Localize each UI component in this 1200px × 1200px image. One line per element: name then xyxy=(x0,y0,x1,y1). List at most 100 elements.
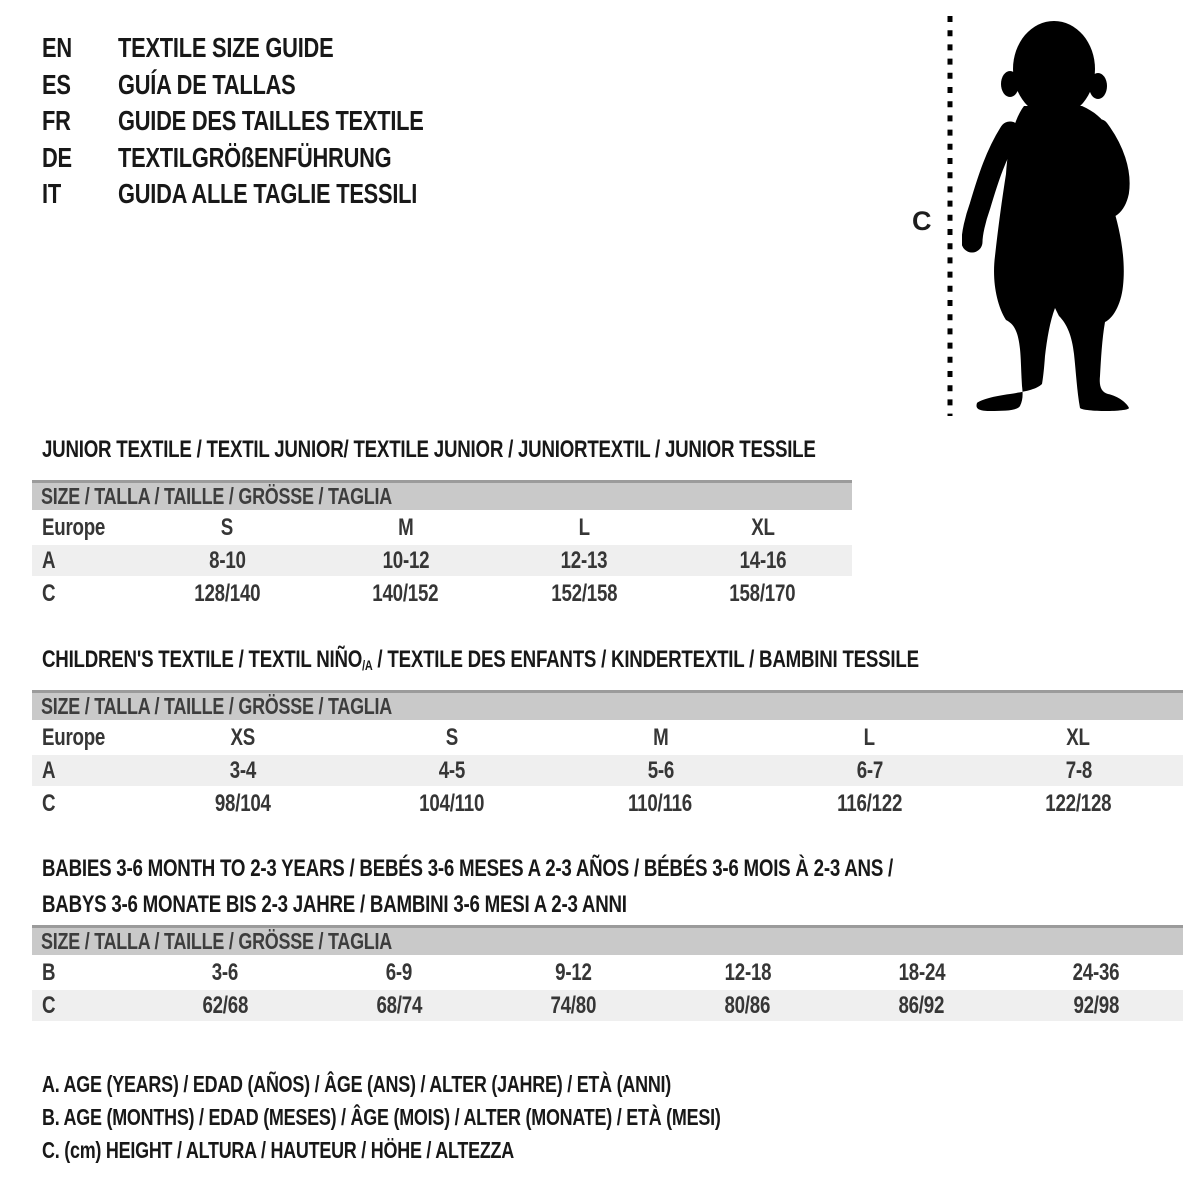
size-cell: 110/116 xyxy=(628,789,693,817)
height-c-label: C xyxy=(912,206,932,236)
row-label: B xyxy=(42,958,56,986)
children-row-Europe: Europe XS S M L XL xyxy=(32,722,1183,753)
size-cell: 104/110 xyxy=(418,789,485,817)
size-cell: 152/158 xyxy=(551,579,618,607)
size-cell: 86/92 xyxy=(898,991,945,1019)
table-babies: BABIES 3-6 MONTH TO 2-3 YEARS / BEBÉS 3-… xyxy=(32,851,1183,1021)
junior-row-A: A 8-10 10-12 12-13 14-16 xyxy=(32,545,852,576)
size-cell: 92/98 xyxy=(1073,991,1119,1019)
size-cell: M xyxy=(398,513,414,541)
size-cell: 6-7 xyxy=(856,756,883,784)
size-cell: 98/104 xyxy=(214,789,271,817)
children-row-C: C 98/104 104/110 110/116 116/122 122/128 xyxy=(32,788,1183,819)
size-header-label: SIZE / TALLA / TAILLE / GRÖSSE / TAGLIA xyxy=(41,483,392,509)
measurement-legend: A. AGE (YEARS) / EDAD (AÑOS) / ÂGE (ANS)… xyxy=(42,1068,912,1167)
language-code: IT xyxy=(42,178,61,209)
size-cell: XS xyxy=(230,723,255,751)
size-cell: S xyxy=(221,513,234,541)
size-cell: S xyxy=(445,723,458,751)
babies-row-C: C 62/68 68/74 74/80 80/86 86/92 92/98 xyxy=(32,990,1183,1021)
row-label: C xyxy=(42,579,56,607)
language-title: TEXTILGRÖßENFÜHRUNG xyxy=(118,141,392,173)
size-cell: 4-5 xyxy=(438,756,465,784)
size-cell: 5-6 xyxy=(647,756,674,784)
legend-line: B. AGE (MONTHS) / EDAD (MESES) / ÂGE (MO… xyxy=(42,1104,721,1130)
size-cell: 14-16 xyxy=(739,546,787,574)
language-code: ES xyxy=(42,68,71,100)
table-children: CHILDREN'S TEXTILE / TEXTIL NIÑO/A / TEX… xyxy=(32,642,1183,819)
size-header-label: SIZE / TALLA / TAILLE / GRÖSSE / TAGLIA xyxy=(41,693,392,719)
row-label: C xyxy=(42,991,56,1019)
title-part: BABYS 3-6 MONATE BIS 2-3 JAHRE / BAMBINI… xyxy=(42,891,627,918)
size-cell: 74/80 xyxy=(550,991,597,1019)
language-row: ES GUÍA DE TALLAS xyxy=(42,67,510,104)
toddler-head xyxy=(1013,21,1095,117)
language-title: GUIDA ALLE TAGLIE TESSILI xyxy=(118,178,418,209)
language-row: IT GUIDA ALLE TAGLIE TESSILI xyxy=(42,176,510,213)
toddler-right-ear xyxy=(1089,73,1107,99)
language-code: EN xyxy=(42,32,72,63)
babies-size-header-band: SIZE / TALLA / TAILLE / GRÖSSE / TAGLIA xyxy=(32,925,1183,955)
language-code: DE xyxy=(42,141,72,173)
size-cell: M xyxy=(652,723,669,751)
toddler-left-ear xyxy=(1001,71,1019,97)
size-cell: 3-4 xyxy=(229,756,256,784)
size-cell: 10-12 xyxy=(382,546,430,574)
row-label: Europe xyxy=(42,723,106,751)
size-cell: 128/140 xyxy=(194,579,261,607)
size-cell: L xyxy=(863,723,876,751)
junior-row-C: C 128/140 140/152 152/158 158/170 xyxy=(32,578,852,609)
size-cell: 12-13 xyxy=(560,546,608,574)
size-cell: 6-9 xyxy=(386,958,413,986)
language-title: GUIDE DES TAILLES TEXTILE xyxy=(118,105,424,136)
children-title: CHILDREN'S TEXTILE / TEXTIL NIÑO/A / TEX… xyxy=(42,642,1183,680)
size-cell: XL xyxy=(1066,723,1091,751)
title-part: JUNIOR TEXTILE / TEXTIL JUNIOR/ TEXTILE … xyxy=(42,436,816,463)
size-cell: 18-24 xyxy=(898,958,946,986)
toddler-silhouette xyxy=(962,21,1130,411)
size-cell: 116/122 xyxy=(836,789,903,817)
row-label: A xyxy=(42,546,56,574)
size-cell: L xyxy=(578,513,590,541)
junior-size-header-band: SIZE / TALLA / TAILLE / GRÖSSE / TAGLIA xyxy=(32,480,852,510)
language-row: DE TEXTILGRÖßENFÜHRUNG xyxy=(42,140,510,177)
toddler-right-arm xyxy=(1089,119,1130,220)
toddler-body xyxy=(976,106,1129,411)
size-header-label: SIZE / TALLA / TAILLE / GRÖSSE / TAGLIA xyxy=(41,928,392,954)
language-row: EN TEXTILE SIZE GUIDE xyxy=(42,30,510,67)
junior-row-Europe: Europe S M L XL xyxy=(32,512,852,543)
babies-title: BABIES 3-6 MONTH TO 2-3 YEARS / BEBÉS 3-… xyxy=(42,851,1183,923)
language-list: EN TEXTILE SIZE GUIDE ES GUÍA DE TALLAS FR GU… xyxy=(42,30,510,213)
size-cell: 62/68 xyxy=(202,991,248,1019)
title-part: CHILDREN'S TEXTILE / TEXTIL NIÑO xyxy=(42,646,363,673)
toddler-left-arm xyxy=(962,121,1021,253)
height-dashed-line xyxy=(947,16,953,416)
size-cell: 122/128 xyxy=(1045,789,1112,817)
language-row: FR GUIDE DES TAILLES TEXTILE xyxy=(42,103,510,140)
children-size-header-band: SIZE / TALLA / TAILLE / GRÖSSE / TAGLIA xyxy=(32,690,1183,720)
junior-title: JUNIOR TEXTILE / TEXTIL JUNIOR/ TEXTILE … xyxy=(42,432,852,468)
legend-line: C. (cm) HEIGHT / ALTURA / HAUTEUR / HÖHE… xyxy=(42,1137,514,1163)
row-label: Europe xyxy=(42,513,106,541)
size-cell: 158/170 xyxy=(729,579,796,607)
size-cell: 7-8 xyxy=(1065,756,1092,784)
table-junior: JUNIOR TEXTILE / TEXTIL JUNIOR/ TEXTILE … xyxy=(32,432,852,609)
babies-row-B: B 3-6 6-9 9-12 12-18 18-24 24-36 xyxy=(32,957,1183,988)
row-label: C xyxy=(42,789,56,817)
size-cell: 8-10 xyxy=(208,546,246,574)
language-code: FR xyxy=(42,105,71,136)
size-cell: 68/74 xyxy=(376,991,423,1019)
size-cell: 9-12 xyxy=(555,958,592,986)
title-part: BABIES 3-6 MONTH TO 2-3 YEARS / BEBÉS 3-… xyxy=(42,855,894,882)
size-cell: 140/152 xyxy=(372,579,439,607)
title-part: / TEXTILE DES ENFANTS / KINDERTEXTIL / B… xyxy=(372,646,919,673)
children-row-A: A 3-4 4-5 5-6 6-7 7-8 xyxy=(32,755,1183,786)
title-part: /A xyxy=(362,657,373,674)
size-cell: 80/86 xyxy=(724,991,771,1019)
language-title: TEXTILE SIZE GUIDE xyxy=(118,32,334,63)
size-cell: 3-6 xyxy=(211,958,239,986)
language-title: GUÍA DE TALLAS xyxy=(118,68,296,100)
size-cell: XL xyxy=(751,513,775,541)
size-cell: 24-36 xyxy=(1072,958,1120,986)
row-label: A xyxy=(42,756,56,784)
